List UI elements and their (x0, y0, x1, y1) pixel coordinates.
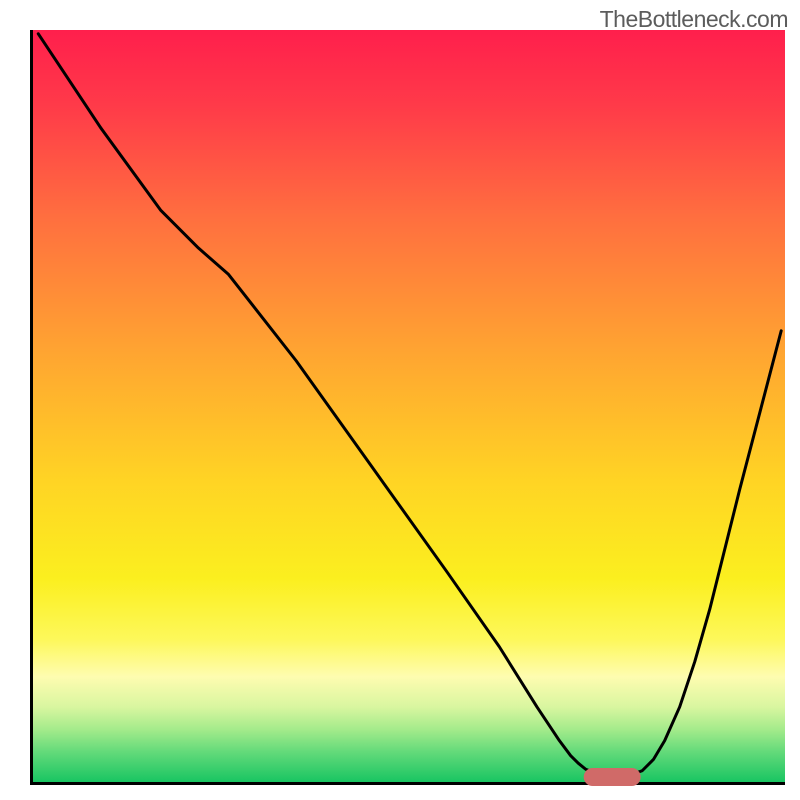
watermark-text: TheBottleneck.com (600, 6, 788, 33)
optimal-marker (584, 768, 641, 786)
plot-area (30, 30, 785, 785)
bottleneck-curve (38, 34, 781, 776)
curve-svg (33, 30, 785, 782)
bottleneck-chart: TheBottleneck.com (0, 0, 800, 800)
